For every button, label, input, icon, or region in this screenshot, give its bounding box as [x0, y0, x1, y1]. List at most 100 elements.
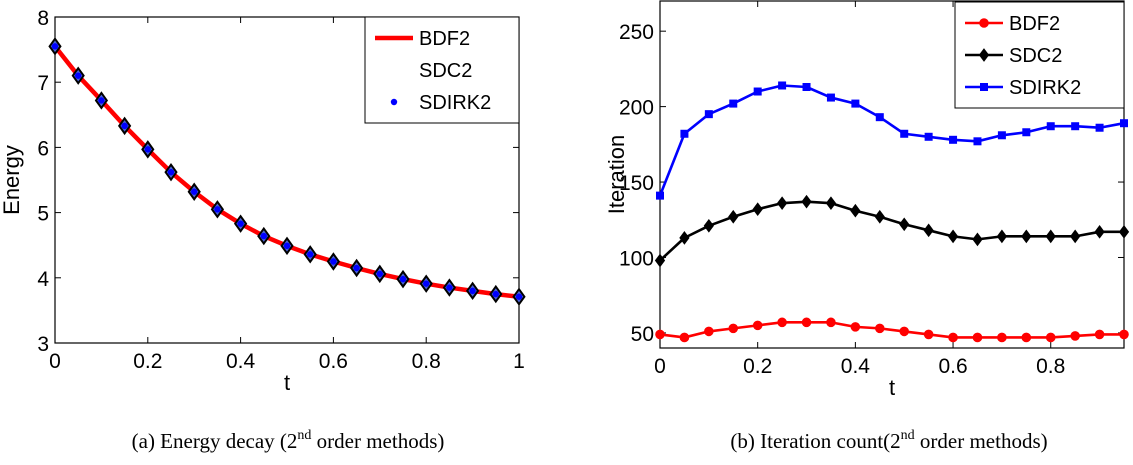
- data-point: [1021, 229, 1032, 244]
- data-point: [423, 280, 430, 287]
- data-point: [729, 99, 738, 108]
- legend: BDF2 SDC2 SDIRK2: [954, 1, 1125, 109]
- x-tick-label: 0.6: [938, 355, 967, 378]
- data-point: [949, 135, 958, 144]
- series-sdc2: [654, 194, 1130, 268]
- y-tick-label: 200: [619, 97, 654, 120]
- y-axis-label: Iteration: [604, 135, 629, 215]
- iteration-count-chart: 0 0.2 0.4 0.6 0.8 50 100 150 200 250 t Iteration BDF…: [604, 0, 1130, 453]
- y-tick-label: 250: [619, 21, 654, 44]
- series-line: [658, 84, 1125, 197]
- legend-marker: [980, 83, 988, 91]
- data-point: [75, 72, 82, 79]
- data-point: [923, 329, 934, 340]
- y-tick-label: 6: [37, 137, 49, 160]
- caption-suffix: order methods): [915, 429, 1048, 453]
- data-point: [1119, 329, 1129, 340]
- data-point: [924, 132, 933, 141]
- data-point: [704, 110, 713, 119]
- legend-label: BDF2: [419, 28, 470, 50]
- data-point: [1120, 119, 1128, 128]
- data-point: [144, 146, 151, 153]
- legend-label: SDC2: [419, 60, 472, 82]
- series-line: [659, 200, 1124, 262]
- data-point: [167, 168, 175, 176]
- data-point: [679, 231, 690, 245]
- data-point: [752, 202, 763, 217]
- data-point: [874, 323, 885, 334]
- data-point: [1021, 332, 1032, 343]
- data-point: [656, 191, 664, 200]
- y-tick-label: 150: [619, 172, 654, 195]
- data-point: [850, 322, 861, 332]
- y-tick-label: 8: [37, 7, 49, 30]
- x-tick-label: 0.4: [226, 350, 256, 373]
- data-point: [900, 129, 909, 138]
- data-point: [850, 203, 861, 218]
- caption-prefix: (b) Iteration count(2: [730, 429, 900, 453]
- y-tick-label: 5: [37, 203, 49, 226]
- data-point: [680, 129, 689, 138]
- data-point: [728, 209, 739, 224]
- x-tick-label: 0.2: [133, 350, 162, 373]
- data-point: [826, 93, 835, 102]
- data-point: [469, 287, 476, 295]
- caption-suffix: order methods): [311, 429, 444, 453]
- data-point: [948, 332, 958, 343]
- data-point: [753, 87, 762, 96]
- data-point: [728, 323, 739, 334]
- data-point: [851, 99, 860, 108]
- caption-prefix: (a) Energy decay (2: [132, 429, 298, 453]
- data-point: [778, 81, 787, 90]
- data-point: [801, 194, 812, 209]
- data-point: [899, 326, 910, 337]
- data-point: [1070, 331, 1080, 341]
- data-point: [923, 223, 934, 238]
- data-point: [997, 332, 1007, 343]
- x-tick-label: 0.8: [1036, 355, 1065, 378]
- data-point: [776, 196, 788, 210]
- data-point: [1071, 122, 1080, 131]
- data-point: [704, 326, 714, 337]
- legend-label: BDF2: [1009, 13, 1060, 35]
- y-tick-label: 4: [37, 268, 49, 291]
- y-tick-label: 3: [37, 333, 49, 356]
- data-point: [1095, 123, 1104, 132]
- data-point: [875, 113, 884, 122]
- legend: BDF2 SDC2 SDIRK2: [364, 16, 520, 124]
- data-point: [1070, 229, 1081, 244]
- data-point: [802, 82, 811, 91]
- x-tick-label: 0: [654, 355, 666, 378]
- data-point: [801, 317, 812, 328]
- data-point: [947, 229, 959, 244]
- data-point: [237, 220, 244, 227]
- x-tick-label: 0.2: [743, 355, 772, 378]
- data-point: [972, 332, 983, 343]
- data-point: [996, 229, 1008, 244]
- x-axis-label: t: [284, 370, 290, 395]
- plot-area: [659, 0, 1125, 349]
- caption-superscript: nd: [901, 428, 915, 443]
- legend-marker: [978, 48, 990, 62]
- data-point: [376, 270, 383, 278]
- data-point: [98, 97, 105, 104]
- x-tick-label: 1: [513, 350, 525, 373]
- x-tick-label: 0.8: [412, 350, 441, 373]
- y-axis-label: Energy: [0, 145, 24, 215]
- y-tick-label: 100: [619, 247, 654, 270]
- data-point: [353, 264, 360, 272]
- data-point: [679, 332, 690, 343]
- legend-label: SDC2: [1009, 45, 1062, 67]
- data-point: [752, 320, 763, 331]
- data-point: [1046, 122, 1055, 131]
- x-axis-label: t: [889, 375, 895, 400]
- series-sdc2: [48, 37, 526, 306]
- data-point: [260, 232, 267, 240]
- caption-superscript: nd: [297, 428, 311, 443]
- series-sdirk2: [51, 43, 523, 300]
- legend-marker: [979, 18, 989, 28]
- series-bdf2: [655, 317, 1129, 343]
- chart-caption: (a) Energy decay (2nd order methods): [132, 428, 445, 453]
- data-point: [825, 196, 837, 210]
